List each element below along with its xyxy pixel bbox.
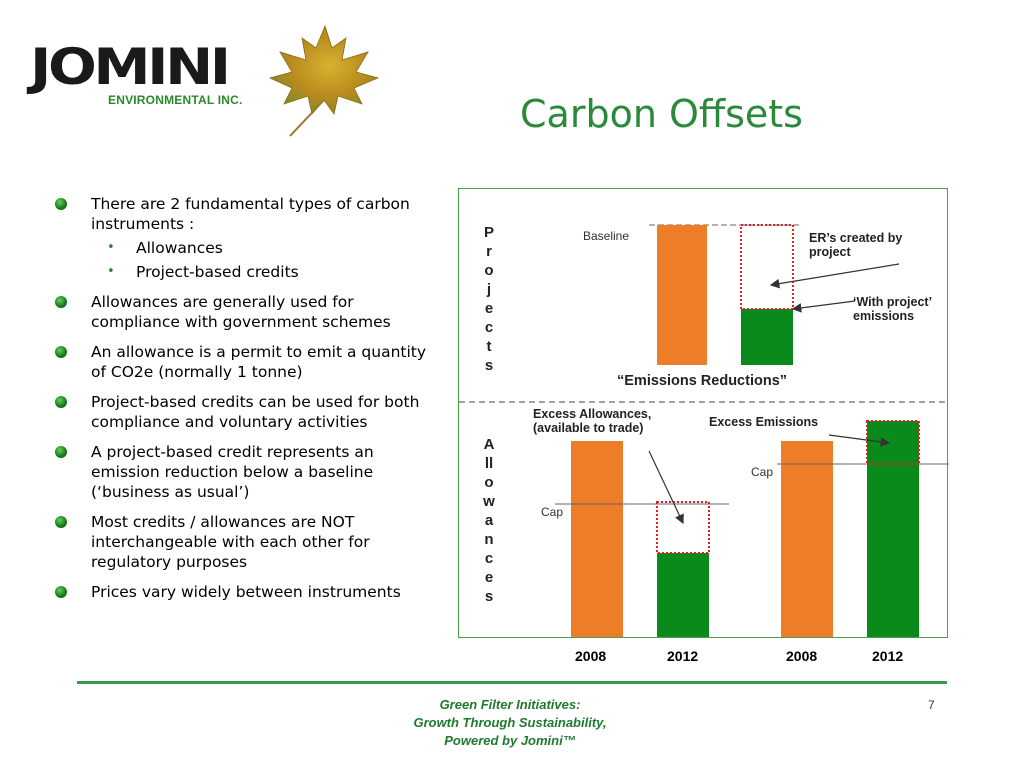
label-letter: s	[484, 588, 494, 605]
label-letter: P	[483, 224, 494, 241]
year-label: 2008	[786, 648, 818, 664]
baseline-label: Baseline	[583, 229, 630, 243]
bullet-text: Allowances are generally used for compli…	[91, 293, 391, 331]
page-number: 7	[928, 698, 935, 712]
bullet-icon	[55, 586, 67, 598]
bullet-text: Project-based credits can be used for bo…	[91, 393, 420, 431]
bullet-item: Allowances are generally used for compli…	[52, 292, 442, 332]
excess-emissions-label: Excess Emissions	[709, 415, 819, 429]
bullet-text: Most credits / allowances are NOT interc…	[91, 513, 370, 571]
er-created-label: ER’s created by project	[809, 231, 903, 259]
bullet-icon	[55, 446, 67, 458]
label-letter: o	[484, 474, 494, 491]
bullet-icon	[55, 296, 67, 308]
bullet-item: An allowance is a permit to emit a quant…	[52, 342, 442, 382]
page-title: Carbon Offsets	[520, 92, 803, 136]
bullet-list: There are 2 fundamental types of carbon …	[52, 194, 442, 612]
er-arrow	[769, 263, 900, 289]
label-letter: t	[486, 338, 492, 355]
bullet-item: There are 2 fundamental types of carbon …	[52, 194, 442, 282]
label-letter: e	[484, 569, 494, 586]
bullet-text: Prices vary widely between instruments	[91, 583, 401, 601]
year-label: 2008	[575, 648, 607, 664]
bullet-text: An allowance is a permit to emit a quant…	[91, 343, 427, 381]
label-letter: A	[483, 436, 495, 453]
label-letter: r	[486, 243, 492, 260]
year-label: 2012	[667, 648, 699, 664]
label-letter: s	[484, 357, 494, 374]
allowance-2012-bar	[657, 553, 709, 637]
sub-bullet-text: Allowances	[136, 239, 223, 257]
bullet-icon	[55, 346, 67, 358]
with-project-arrow	[791, 300, 856, 313]
with-project-label: ‘With project’ emissions	[853, 295, 932, 323]
er-created-box	[740, 224, 794, 310]
emissions-2012-bar	[867, 421, 919, 637]
label-letter: c	[484, 319, 494, 336]
allowances-vertical-label: A ll o w a n c e s	[479, 435, 499, 606]
sub-bullet-item: • Allowances	[52, 238, 442, 258]
logo-subtitle: ENVIRONMENTAL INC.	[108, 93, 243, 107]
bullet-text: There are 2 fundamental types of carbon …	[91, 195, 410, 233]
label-letter: w	[483, 493, 495, 510]
excess-allowances-box	[656, 501, 710, 554]
excess-allowances-arrow	[648, 450, 684, 525]
excess-emissions-box	[866, 420, 920, 465]
sub-bullet-item: • Project-based credits	[52, 262, 442, 282]
bullet-icon	[55, 516, 67, 528]
emissions-reductions-label: “Emissions Reductions”	[617, 373, 788, 389]
cap-label-2: Cap	[751, 465, 774, 479]
bullet-icon	[55, 198, 67, 210]
sub-bullet-icon: •	[107, 240, 115, 255]
bullet-icon	[55, 396, 67, 408]
label-letter: n	[484, 531, 494, 548]
sub-bullet-icon: •	[107, 264, 115, 279]
maple-leaf-icon	[268, 24, 380, 137]
label-letter: c	[484, 550, 494, 567]
label-letter: ll	[484, 455, 494, 472]
year-label: 2012	[872, 648, 904, 664]
bullet-item: Prices vary widely between instruments	[52, 582, 442, 602]
allowance-2008-bar	[571, 441, 623, 637]
offsets-diagram: P r o j e c t s A ll o w a n c e s Basel…	[458, 188, 949, 638]
sub-bullet-text: Project-based credits	[136, 263, 299, 281]
label-letter: a	[484, 512, 494, 529]
cap-label-1: Cap	[541, 505, 564, 519]
footer-line: Green Filter Initiatives:	[439, 697, 581, 712]
projects-vertical-label: P r o j e c t s	[479, 223, 499, 375]
bullet-item: A project-based credit represents an emi…	[52, 442, 442, 502]
label-letter: e	[484, 300, 494, 317]
bullet-text: A project-based credit represents an emi…	[91, 443, 374, 501]
excess-emissions-arrow	[828, 434, 891, 447]
footer-divider	[77, 681, 947, 684]
emissions-2008-bar	[781, 441, 833, 637]
bullet-item: Most credits / allowances are NOT interc…	[52, 512, 442, 572]
footer-tagline: Green Filter Initiatives: Growth Through…	[360, 696, 660, 750]
excess-allowances-label: Excess Allowances, (available to trade)	[533, 407, 652, 435]
baseline-bar	[657, 225, 707, 365]
logo-wordmark: JOMINI	[30, 38, 231, 96]
label-letter: o	[484, 262, 494, 279]
with-project-bar	[741, 309, 793, 365]
footer-line: Powered by Jomini™	[444, 733, 576, 748]
label-letter: j	[486, 281, 492, 298]
jomini-logo: JOMINI ENVIRONMENTAL INC.	[30, 38, 260, 118]
footer-line: Growth Through Sustainability,	[413, 715, 607, 730]
bullet-item: Project-based credits can be used for bo…	[52, 392, 442, 432]
diagram-graphics	[459, 224, 949, 637]
